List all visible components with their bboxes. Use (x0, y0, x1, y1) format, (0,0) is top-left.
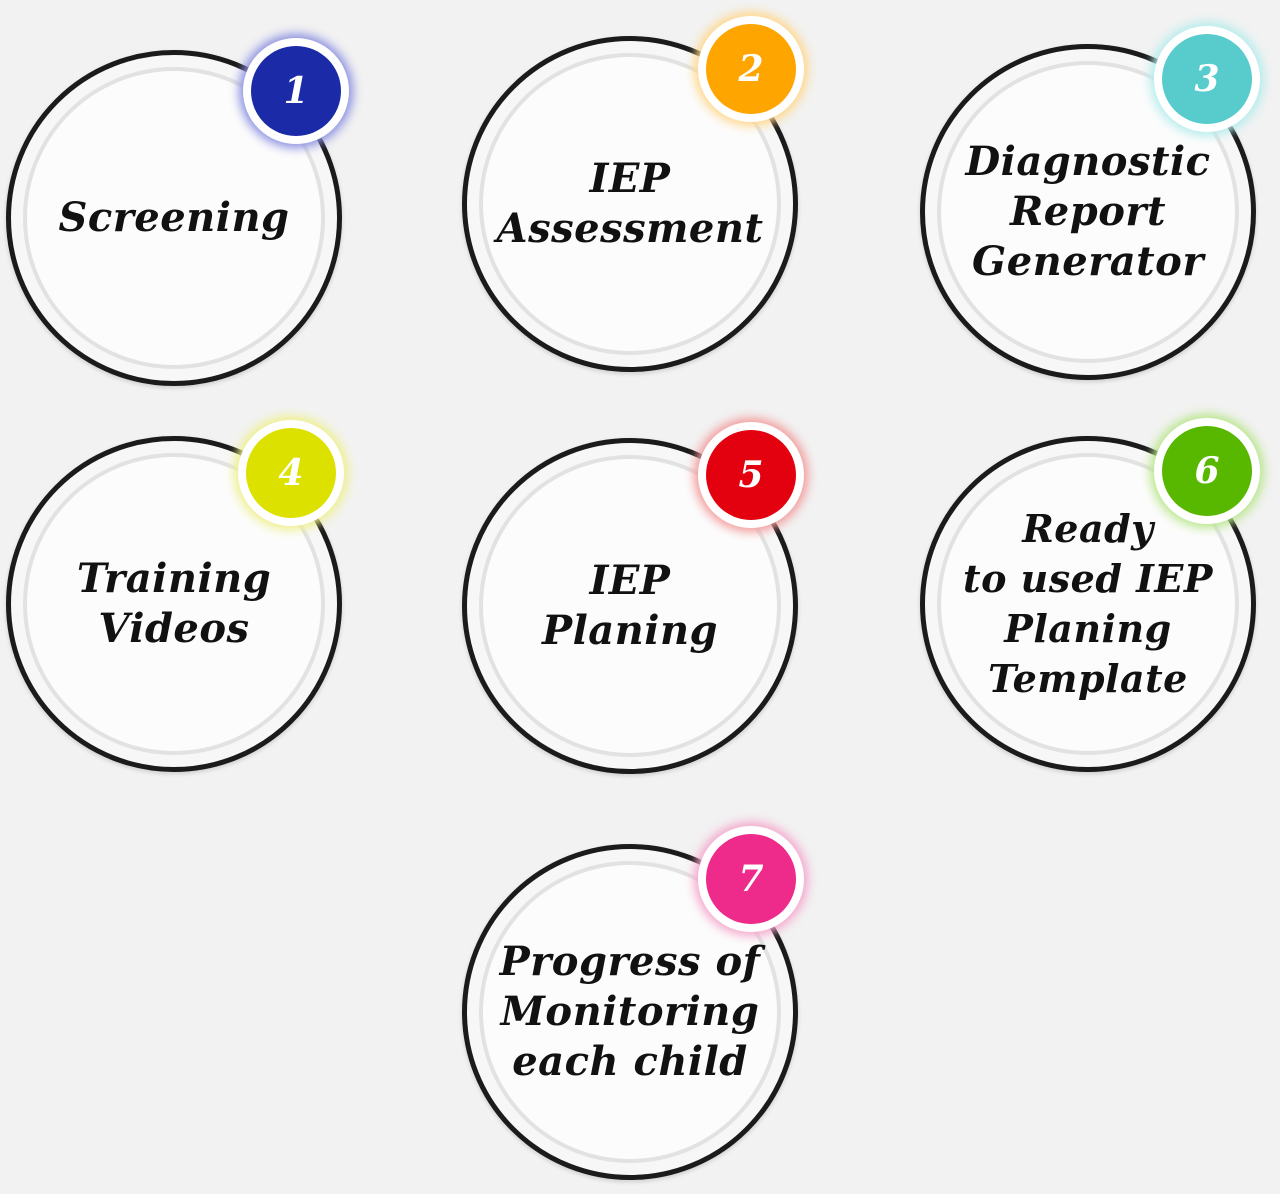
step-number-badge: 1 (243, 38, 349, 144)
step-number-badge: 4 (238, 420, 344, 526)
step-label: Progress of Monitoring each child (499, 938, 761, 1085)
step-number-badge: 5 (698, 422, 804, 528)
step-label: Screening (58, 194, 290, 241)
step-diagnostic-report-generator: Diagnostic Report Generator 3 (920, 26, 1270, 394)
step-label: IEP Planing (541, 557, 719, 654)
step-number-badge: 2 (698, 16, 804, 122)
step-iep-assessment: IEP Assessment 2 (462, 16, 812, 386)
step-number-badge: 3 (1154, 26, 1260, 132)
step-label: Ready to used IEP Planing Template (963, 506, 1213, 701)
step-number: 2 (706, 24, 796, 114)
step-progress-of-monitoring-each-child: Progress of Monitoring each child 7 (462, 826, 812, 1194)
step-number: 4 (246, 428, 336, 518)
step-number-badge: 6 (1154, 418, 1260, 524)
step-screening: Screening 1 (6, 38, 356, 400)
step-ready-to-used-iep-planing-template: Ready to used IEP Planing Template 6 (920, 418, 1270, 786)
step-number: 5 (706, 430, 796, 520)
step-number: 7 (706, 834, 796, 924)
step-iep-planing: IEP Planing 5 (462, 422, 812, 788)
step-label: IEP Assessment (496, 155, 764, 252)
step-training-videos: Training Videos 4 (6, 420, 356, 786)
step-number-badge: 7 (698, 826, 804, 932)
step-number: 6 (1162, 426, 1252, 516)
step-number: 1 (251, 46, 341, 136)
step-number: 3 (1162, 34, 1252, 124)
step-label: Training Videos (76, 555, 272, 652)
step-label: Diagnostic Report Generator (965, 138, 1211, 285)
